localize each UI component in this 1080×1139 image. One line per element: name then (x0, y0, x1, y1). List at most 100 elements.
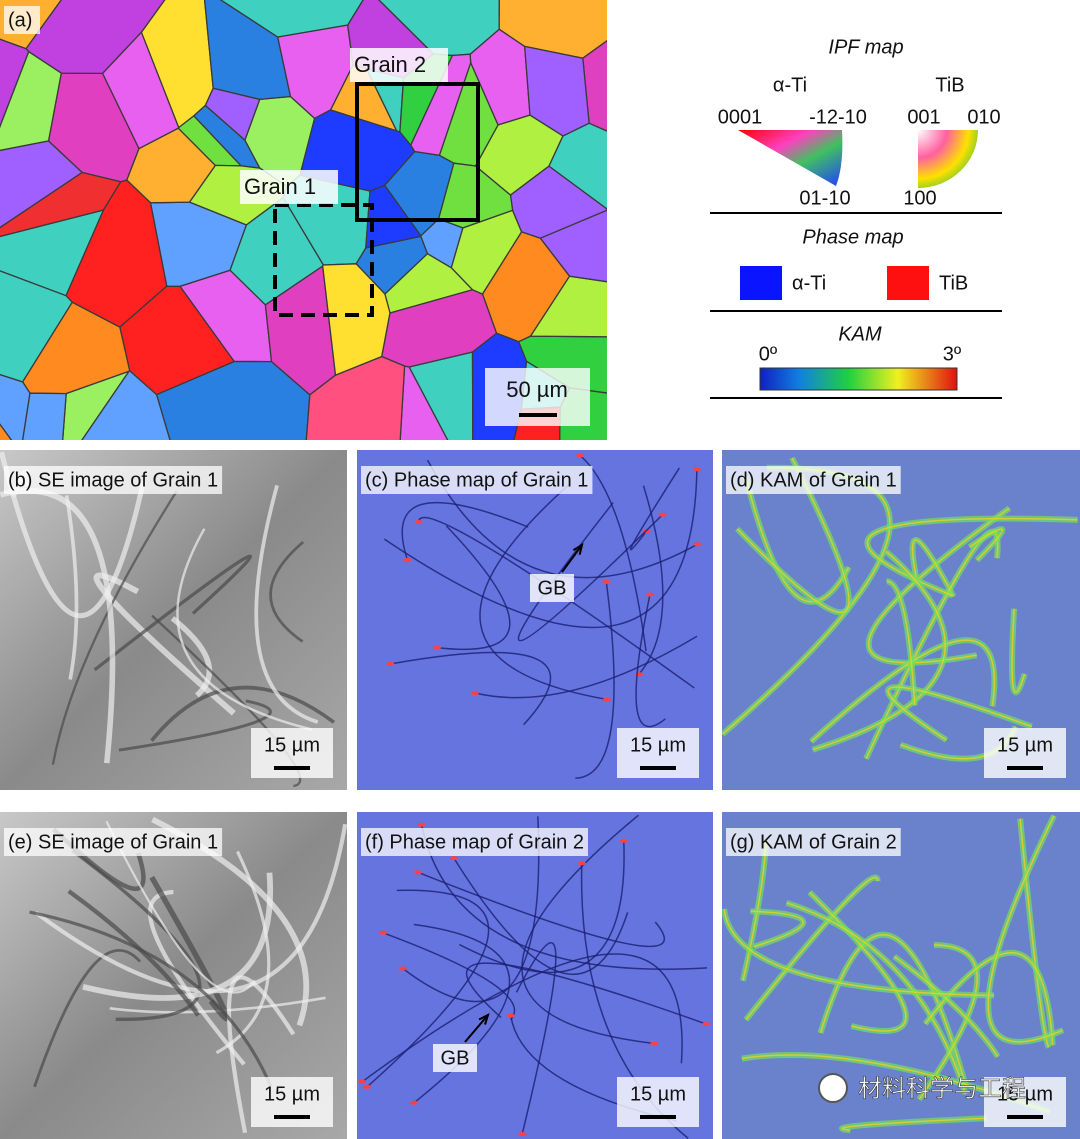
panel-label: (c) Phase map of Grain 1 (365, 469, 588, 491)
grain (523, 45, 590, 137)
surface-ridge (64, 495, 79, 680)
tib-particle (658, 512, 667, 517)
gb-annotation: GB (441, 1047, 470, 1069)
panel-label: (e) SE image of Grain 1 (8, 831, 218, 853)
tib-particle (693, 542, 702, 547)
surface-ridge (34, 823, 347, 994)
tib-particle (702, 1022, 711, 1027)
surface-ridge (226, 975, 296, 1134)
kam-colorbar (759, 367, 958, 391)
micrograph (722, 812, 1080, 1139)
kam-core (867, 507, 1010, 664)
grain-boundary (436, 525, 511, 651)
tib-particle (506, 1013, 515, 1018)
label-bg (4, 6, 40, 34)
grain-boundary (382, 932, 516, 1021)
kam-core (745, 876, 879, 1021)
grain-boundary (401, 501, 529, 561)
grain (219, 0, 364, 38)
gb-arrowhead (478, 1013, 490, 1025)
tib-particle (645, 592, 654, 597)
grain-boundary (515, 942, 557, 1135)
kam-core (924, 952, 1054, 1046)
kam-core (911, 539, 955, 597)
tib-particle (417, 822, 426, 827)
ipf-triangle (738, 130, 843, 186)
grain (101, 31, 180, 150)
grain-2-box (355, 82, 480, 222)
grain-boundary (635, 594, 666, 728)
grain-boundary (575, 581, 615, 779)
scale-bar-label: 15 µm (630, 1083, 686, 1105)
tib-particle (433, 645, 442, 650)
legend: IPF map α-Ti TiB 0001 -12-10 01-10 001 0… (710, 36, 1002, 399)
label-bg (361, 466, 593, 494)
surface-ridge (29, 910, 273, 1088)
tib-particle (410, 1100, 419, 1105)
tib-particle (358, 1079, 367, 1084)
ipf-title: IPF map (828, 36, 903, 58)
label-bg (433, 1044, 477, 1072)
tib-particle (414, 520, 423, 525)
surface-ridge (33, 949, 142, 1088)
tib-particle (650, 1041, 659, 1046)
panel-label: (a) (8, 9, 32, 31)
grain-boundary (420, 824, 708, 970)
phase-alpha-label: α-Ti (792, 272, 826, 294)
grain-boundary (383, 469, 698, 629)
watermark-icon (818, 1073, 848, 1103)
surface-ridge (105, 820, 256, 994)
grain (22, 392, 67, 440)
kam-core (886, 580, 916, 706)
grain-boundary (517, 502, 664, 642)
kam-core (745, 476, 850, 603)
kam-core (812, 551, 946, 751)
kam-core (810, 639, 996, 743)
tib-particle (449, 856, 458, 861)
panel-label: (g) KAM of Grain 2 (730, 831, 897, 853)
grain (81, 369, 171, 440)
swatch-tib (887, 266, 929, 300)
phase-title: Phase map (802, 226, 903, 248)
scale-bar-label: 15 µm (630, 734, 686, 756)
swatch-alpha (740, 266, 782, 300)
grain-2-label: Grain 2 (354, 52, 426, 77)
surface-ridge (51, 490, 178, 765)
tib-particle (603, 697, 612, 702)
surface-ridge (170, 616, 213, 698)
tib-particle (577, 861, 586, 866)
grain-boundary (474, 635, 698, 699)
grain (65, 179, 168, 328)
scale-bar-label: 50 µm (506, 377, 568, 402)
label-bg (350, 48, 448, 82)
kam-core (987, 815, 1064, 1043)
grain (437, 162, 514, 229)
tib-particle (692, 467, 701, 472)
scale-bar-label: 15 µm (997, 734, 1053, 756)
grain-boundary (361, 953, 683, 1083)
kam-core (841, 1117, 987, 1131)
kam-core (750, 910, 804, 948)
grain (0, 270, 74, 383)
tib-particle (403, 557, 412, 562)
label-bg (726, 466, 901, 494)
panels: (b) SE image of Grain 1 15 µm (c) Phase ma… (0, 450, 1080, 1139)
tib-particle (576, 453, 585, 458)
surface-ridge (118, 699, 272, 752)
surface-ridge (176, 528, 313, 731)
ipf-map (0, 0, 607, 440)
grain-boundary (390, 651, 552, 726)
label-bg (240, 170, 338, 204)
kam-core (918, 944, 978, 1100)
surface-ridge (0, 451, 146, 618)
surface-ridge (254, 484, 319, 724)
surface-ridge (82, 872, 274, 1001)
tib-particle (634, 672, 643, 677)
kam-core (736, 457, 850, 614)
watermark-text: 材料科学与工程 (858, 1075, 1026, 1102)
grain-boundary (402, 816, 540, 1003)
kam-core (887, 686, 1033, 741)
tib-particle (386, 661, 395, 666)
grain (381, 289, 498, 368)
corner-label: 100 (903, 187, 936, 209)
